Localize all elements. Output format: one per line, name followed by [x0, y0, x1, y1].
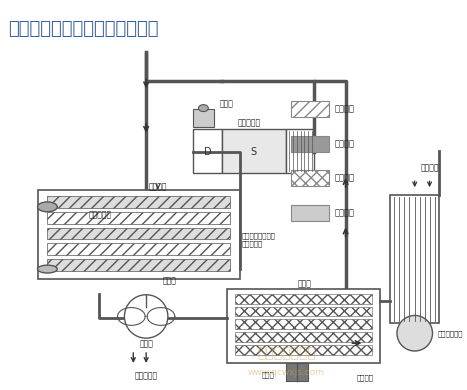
- Text: 发动机舱内: 发动机舱内: [134, 371, 158, 380]
- Text: 冷凝器: 冷凝器: [163, 277, 177, 285]
- Bar: [192, 129, 222, 173]
- Text: S: S: [251, 147, 257, 156]
- Text: www.qcwxjs.com: www.qcwxjs.com: [248, 368, 325, 377]
- Bar: [291, 170, 329, 186]
- Text: 鼓风机电动机: 鼓风机电动机: [438, 330, 463, 337]
- Bar: [37, 205, 57, 269]
- Bar: [235, 319, 372, 329]
- Text: 蒸发箱: 蒸发箱: [297, 279, 311, 288]
- Bar: [286, 363, 308, 381]
- Text: 储液干燥器: 储液干燥器: [89, 210, 112, 219]
- Text: 车厢空气: 车厢空气: [149, 183, 167, 191]
- Text: 安全阀: 安全阀: [219, 100, 233, 109]
- Bar: [222, 129, 286, 173]
- Bar: [235, 345, 372, 355]
- Bar: [47, 212, 230, 223]
- Text: 车内空气: 车内空气: [420, 164, 439, 173]
- Bar: [235, 307, 372, 316]
- Text: 高压气体: 高压气体: [335, 105, 355, 113]
- Bar: [47, 243, 230, 255]
- Ellipse shape: [198, 105, 208, 112]
- Ellipse shape: [37, 202, 57, 212]
- Bar: [37, 190, 240, 279]
- Bar: [47, 259, 230, 271]
- Bar: [390, 195, 439, 323]
- Text: 汽车空调的电动制冷系统的组成: 汽车空调的电动制冷系统的组成: [8, 20, 158, 38]
- Bar: [291, 101, 329, 117]
- Bar: [235, 332, 372, 342]
- Text: 低压气体: 低压气体: [335, 208, 355, 217]
- Bar: [192, 109, 214, 127]
- Text: 电动压缩机: 电动压缩机: [237, 119, 261, 128]
- Bar: [291, 205, 329, 221]
- Bar: [47, 196, 230, 208]
- Bar: [286, 129, 314, 173]
- Circle shape: [124, 295, 168, 338]
- Text: 制冷剂压力传感器
或压力开关: 制冷剂压力传感器 或压力开关: [242, 232, 276, 246]
- Text: 高压液体: 高压液体: [335, 139, 355, 148]
- Text: 车内空气: 车内空气: [357, 374, 374, 381]
- Text: 电子泵: 电子泵: [139, 340, 153, 349]
- Bar: [47, 228, 230, 239]
- Text: 汽车维修技术网: 汽车维修技术网: [257, 346, 316, 360]
- Bar: [291, 136, 329, 152]
- Text: 膨胀阀: 膨胀阀: [262, 371, 275, 378]
- Bar: [235, 294, 372, 304]
- Circle shape: [397, 316, 432, 351]
- Bar: [227, 289, 380, 363]
- Text: 低压液体: 低压液体: [335, 174, 355, 183]
- Ellipse shape: [37, 265, 57, 273]
- Text: D: D: [204, 147, 211, 156]
